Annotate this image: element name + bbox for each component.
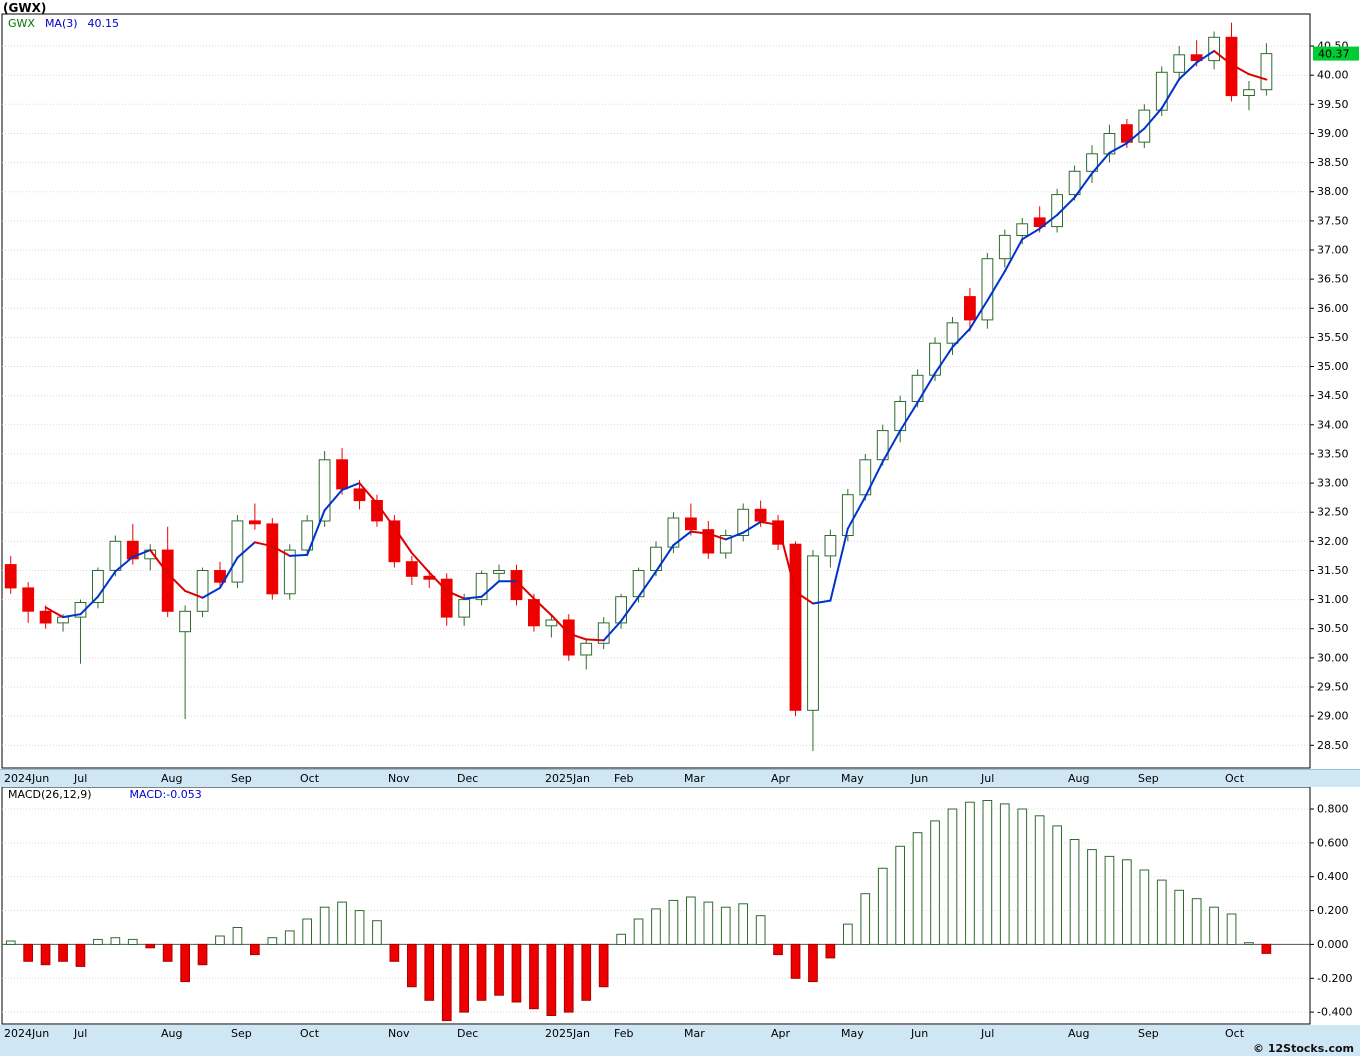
x-axis-label: Oct — [1225, 772, 1245, 785]
ma-line — [44, 49, 1268, 642]
x-axis-label: Mar — [684, 1027, 705, 1040]
svg-text:35.50: 35.50 — [1317, 331, 1349, 344]
svg-text:29.50: 29.50 — [1317, 681, 1349, 694]
svg-text:37.00: 37.00 — [1317, 244, 1349, 257]
ma-label: MA(3) — [44, 17, 78, 30]
x-axis-label: Nov — [388, 1027, 410, 1040]
x-axis-label: May — [841, 772, 864, 785]
svg-text:34.50: 34.50 — [1317, 389, 1349, 402]
svg-text:28.50: 28.50 — [1317, 739, 1349, 752]
svg-text:32.50: 32.50 — [1317, 506, 1349, 519]
x-axis-label: 2024Jun — [4, 772, 50, 785]
svg-text:34.00: 34.00 — [1317, 418, 1349, 431]
svg-text:40.00: 40.00 — [1317, 69, 1349, 82]
x-axis-label: 2025Jan — [545, 772, 590, 785]
x-axis-label: Oct — [1225, 1027, 1245, 1040]
x-axis-label: Aug — [161, 772, 183, 785]
svg-text:39.00: 39.00 — [1317, 127, 1349, 140]
x-axis-label: Dec — [457, 772, 479, 785]
x-axis-label: Oct — [300, 1027, 320, 1040]
x-axis-band-price: 2024Jun Jul Aug Sep Oct Nov Dec 2025Jan Feb Mar Ap… — [0, 769, 1360, 787]
svg-text:39.50: 39.50 — [1317, 98, 1349, 111]
svg-text:0.400: 0.400 — [1317, 870, 1349, 883]
x-axis-label: Aug — [161, 1027, 183, 1040]
x-axis-label: Sep — [231, 1027, 252, 1040]
x-axis-label: Sep — [1138, 772, 1159, 785]
svg-text:32.00: 32.00 — [1317, 535, 1349, 548]
svg-text:36.50: 36.50 — [1317, 273, 1349, 286]
svg-text:0.200: 0.200 — [1317, 904, 1349, 917]
price-grid-and-axis: 28.50 29.00 29.50 30.00 30.50 31.00 31.50 32.00… — [2, 40, 1349, 752]
macd-legend: MACD(26,12,9) MACD:-0.053 — [8, 788, 202, 801]
x-axis-label: Jul — [74, 1027, 88, 1040]
svg-text:33.50: 33.50 — [1317, 447, 1349, 460]
svg-text:40.37: 40.37 — [1318, 48, 1350, 61]
page-title: (GWX) — [3, 1, 47, 15]
x-axis-label: Apr — [771, 1027, 791, 1040]
x-axis-label: Jun — [911, 1027, 929, 1040]
x-axis-label: Jul — [74, 772, 88, 785]
svg-text:35.00: 35.00 — [1317, 360, 1349, 373]
x-axis-label: Sep — [231, 772, 252, 785]
svg-text:37.50: 37.50 — [1317, 214, 1349, 227]
x-axis-label: Apr — [771, 772, 791, 785]
svg-text:36.00: 36.00 — [1317, 302, 1349, 315]
x-axis-label: May — [841, 1027, 864, 1040]
copyright-label: © 12Stocks.com — [1253, 1042, 1354, 1055]
svg-text:0.600: 0.600 — [1317, 836, 1349, 849]
svg-text:31.00: 31.00 — [1317, 593, 1349, 606]
x-axis-label: 2025Jan — [545, 1027, 590, 1040]
x-axis-label: Aug — [1068, 1027, 1090, 1040]
x-axis-band-macd: 2024Jun Jul Aug Sep Oct Nov Dec 2025Jan Feb Mar Ap… — [0, 1025, 1360, 1041]
svg-text:31.50: 31.50 — [1317, 564, 1349, 577]
x-axis-label: Nov — [388, 772, 410, 785]
price-chart-legend: GWX MA(3) 40.15 — [8, 17, 119, 30]
svg-text:-0.400: -0.400 — [1317, 1006, 1352, 1019]
macd-params-label: MACD(26,12,9) — [8, 788, 92, 801]
macd-histogram — [5, 800, 1272, 1022]
last-price-tag: 40.37 — [1313, 46, 1359, 61]
svg-text:30.00: 30.00 — [1317, 651, 1349, 664]
x-axis-label: Feb — [614, 1027, 634, 1040]
svg-text:33.00: 33.00 — [1317, 477, 1349, 490]
x-axis-label: Jul — [981, 772, 995, 785]
svg-text:38.50: 38.50 — [1317, 156, 1349, 169]
x-axis-label: Mar — [684, 772, 705, 785]
svg-text:0.800: 0.800 — [1317, 803, 1349, 816]
x-axis-label: Dec — [457, 1027, 479, 1040]
x-axis-label: Jul — [981, 1027, 995, 1040]
macd-value-label: MACD:-0.053 — [129, 788, 202, 801]
x-axis-label: Jun — [911, 772, 929, 785]
candles-layer — [4, 22, 1273, 752]
svg-text:30.50: 30.50 — [1317, 622, 1349, 635]
svg-text:38.00: 38.00 — [1317, 185, 1349, 198]
symbol-label: GWX — [8, 17, 35, 30]
x-axis-label: Aug — [1068, 772, 1090, 785]
svg-text:29.00: 29.00 — [1317, 710, 1349, 723]
ma-value: 40.15 — [87, 17, 120, 30]
svg-text:0.000: 0.000 — [1317, 938, 1349, 951]
x-axis-label: Oct — [300, 772, 320, 785]
x-axis-label: Sep — [1138, 1027, 1159, 1040]
footer-band: © 12Stocks.com — [0, 1041, 1360, 1056]
svg-text:-0.200: -0.200 — [1317, 972, 1352, 985]
x-axis-label: Feb — [614, 772, 634, 785]
x-axis-label: 2024Jun — [4, 1027, 50, 1040]
price-plot-frame — [1, 13, 1311, 769]
